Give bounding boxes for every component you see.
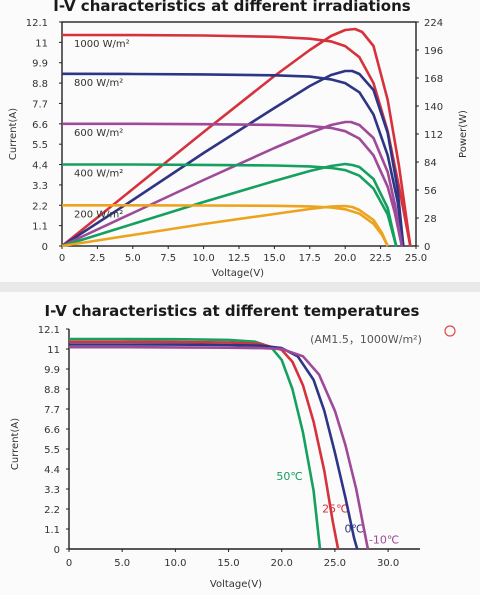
chart2-xlabel: Voltage(V) (210, 579, 262, 590)
current-curve (62, 163, 398, 247)
current-curve (69, 340, 340, 550)
chart1-y2tick-label: 28 (424, 214, 437, 225)
chart1-ytick-label: 8.8 (32, 79, 48, 90)
chart1-xtick-label: 0 (59, 253, 65, 264)
chart2-ytick-label: 0 (54, 545, 60, 556)
power-curve (61, 69, 405, 248)
chart1-y2tick-label: 168 (424, 74, 443, 85)
series-label: 50℃ (276, 470, 302, 483)
chart2-xtick-label: 30.0 (377, 558, 399, 569)
chart2-ytick-label: 8.8 (44, 385, 60, 396)
current-curve (62, 204, 389, 247)
power-curve (61, 27, 412, 248)
chart1-xtick-label: 20.0 (334, 253, 356, 264)
chart2-ytick-label: 4.4 (44, 465, 60, 476)
current-curve (61, 72, 405, 247)
irradiation-chart: I-V characteristics at different irradia… (8, 0, 469, 279)
chart2-xtick-label: 0 (66, 558, 72, 569)
power-curve (61, 120, 404, 248)
chart2-ytick-label: 7.7 (44, 405, 60, 416)
current-curve (69, 337, 322, 550)
record-icon (444, 325, 456, 337)
series-label: 200 W/m² (74, 209, 123, 220)
chart1-ytick-label: 1.1 (32, 222, 48, 233)
chart1-ytick-label: 5.5 (32, 140, 48, 151)
chart2-ytick-label: 9.9 (44, 365, 60, 376)
current-curve (69, 343, 359, 550)
chart2-ytick-label: 12.1 (38, 325, 60, 336)
chart1-xtick-label: 7.5 (160, 253, 176, 264)
chart2-ytick-label: 2.2 (44, 505, 60, 516)
chart1-xtick-label: 17.5 (299, 253, 321, 264)
chart2-ytick-label: 11 (47, 345, 60, 356)
chart1-ytick-label: 12.1 (26, 18, 48, 29)
chart1-xtick-label: 25.0 (405, 253, 427, 264)
chart1-ytick-label: 6.6 (32, 120, 48, 131)
series-label: 1000 W/m² (74, 39, 130, 50)
chart1-y2tick-label: 84 (424, 158, 437, 169)
current-curve (62, 122, 404, 247)
series-label: 800 W/m² (74, 78, 123, 89)
current-curve (61, 33, 412, 247)
chart2-ytick-label: 1.1 (44, 525, 60, 536)
chart1-ytick-label: 9.9 (32, 59, 48, 70)
chart1-ytick-label: 11 (35, 38, 48, 49)
chart2-ytick-label: 3.3 (44, 485, 60, 496)
chart1-ytick-label: 7.7 (32, 99, 48, 110)
temperature-chart: I-V characteristics at different tempera… (10, 302, 456, 590)
chart1-xtick-label: 22.5 (369, 253, 391, 264)
chart1-ytick-label: 0 (42, 242, 48, 253)
series-label: -10℃ (369, 534, 399, 547)
chart2-ytick-label: 6.6 (44, 425, 60, 436)
chart1-y2tick-label: 140 (424, 102, 443, 113)
irradiation-panel: I-V characteristics at different irradia… (0, 0, 480, 282)
temperature-panel: I-V characteristics at different tempera… (0, 292, 480, 595)
series-label: 25℃ (322, 503, 348, 516)
chart2-title: I-V characteristics at different tempera… (45, 302, 420, 320)
chart1-xtick-label: 12.5 (228, 253, 250, 264)
chart1-xtick-label: 10.0 (192, 253, 214, 264)
chart1-y2tick-label: 196 (424, 46, 443, 57)
chart2-xtick-label: 15.0 (217, 558, 239, 569)
chart1-xtick-label: 5.0 (125, 253, 141, 264)
chart1-ytick-label: 2.2 (32, 201, 48, 212)
current-curve (69, 345, 370, 550)
chart2-ylabel: Current(A) (10, 418, 21, 470)
chart2-xtick-label: 5.0 (114, 558, 130, 569)
series-label: 600 W/m² (74, 128, 123, 139)
chart1-y2label: Power(W) (458, 110, 469, 158)
chart1-xtick-label: 15.0 (263, 253, 285, 264)
chart1-ytick-label: 4.4 (32, 161, 48, 172)
chart1-ytick-label: 3.3 (32, 181, 48, 192)
chart2-xtick-label: 20.0 (271, 558, 293, 569)
series-label: 0℃ (344, 523, 363, 536)
chart1-y2tick-label: 0 (424, 242, 430, 253)
series-label: 400 W/m² (74, 169, 123, 180)
chart1-y2tick-label: 224 (424, 18, 443, 29)
chart2-xtick-label: 25.0 (324, 558, 346, 569)
chart2-subtitle: (AM1.5，1000W/m²) (310, 333, 422, 346)
chart1-xlabel: Voltage(V) (212, 268, 264, 279)
power-curve (61, 204, 389, 248)
chart2-ytick-label: 5.5 (44, 445, 60, 456)
chart1-ylabel: Current(A) (8, 108, 19, 160)
chart1-xtick-label: 2.5 (89, 253, 105, 264)
chart2-xtick-label: 10.0 (164, 558, 186, 569)
chart1-y2tick-label: 112 (424, 130, 443, 141)
chart1-y2tick-label: 56 (424, 186, 437, 197)
chart1-title: I-V characteristics at different irradia… (53, 0, 411, 15)
